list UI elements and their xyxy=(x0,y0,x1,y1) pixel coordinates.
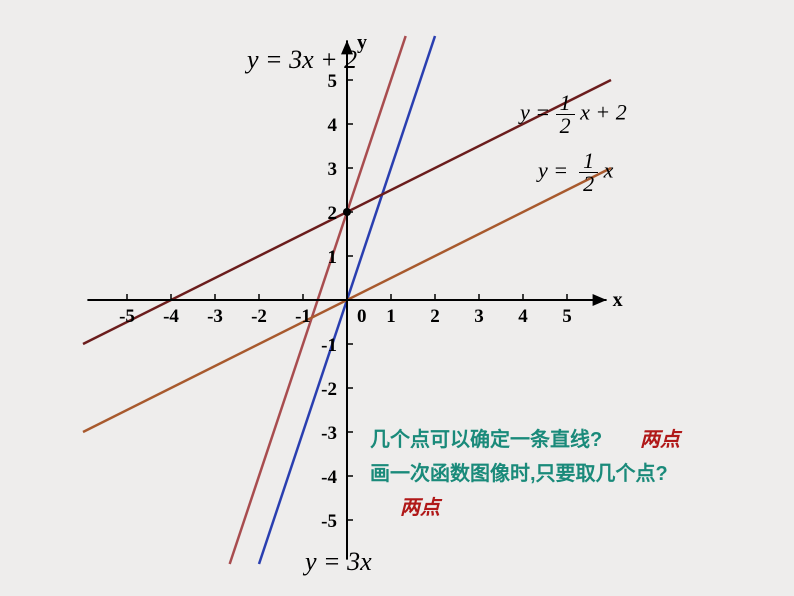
y-tick-label: -3 xyxy=(321,423,337,444)
y-tick-label: 4 xyxy=(328,115,338,136)
y-tick-label: -2 xyxy=(321,379,337,400)
question-2: 画一次函数图像时,只要取几个点? xyxy=(370,457,668,486)
y-axis-label: y xyxy=(357,31,367,53)
x-tick-label: -4 xyxy=(163,306,179,327)
x-tick-label: 1 xyxy=(386,306,396,327)
y-tick-label: 3 xyxy=(328,159,338,180)
x-tick-label: 2 xyxy=(430,306,440,327)
x-axis-arrow xyxy=(593,294,607,306)
y-tick-label: 1 xyxy=(328,247,338,268)
y-tick-label: -1 xyxy=(321,335,337,356)
x-tick-label: 3 xyxy=(474,306,484,327)
x-tick-label: 4 xyxy=(518,306,528,327)
origin-label: 0 xyxy=(357,306,367,327)
x-tick-label: 5 xyxy=(562,306,572,327)
y-tick-label: 2 xyxy=(328,203,338,224)
x-tick-label: -5 xyxy=(119,306,135,327)
x-tick-label: -2 xyxy=(251,306,267,327)
x-axis-label: x xyxy=(613,289,623,311)
answer-1: 两点 xyxy=(640,423,680,452)
answer-2: 两点 xyxy=(400,491,440,520)
intercept-point xyxy=(343,208,351,216)
equation-3x-plus-2: y = 3x + 2 xyxy=(247,45,357,75)
equation-half-x-plus-2: y = 12 x + 2 xyxy=(520,92,627,137)
x-tick-label: -1 xyxy=(295,306,311,327)
equation-3x: y = 3x xyxy=(305,547,372,577)
coordinate-chart: -5-4-3-2-112345-5-4-3-2-1123450xy xyxy=(0,0,794,596)
y-tick-label: -5 xyxy=(321,511,337,532)
y-tick-label: -4 xyxy=(321,467,337,488)
question-1: 几个点可以确定一条直线? xyxy=(370,423,602,452)
equation-half-x: y = 12 x xyxy=(538,150,613,195)
x-tick-label: -3 xyxy=(207,306,223,327)
